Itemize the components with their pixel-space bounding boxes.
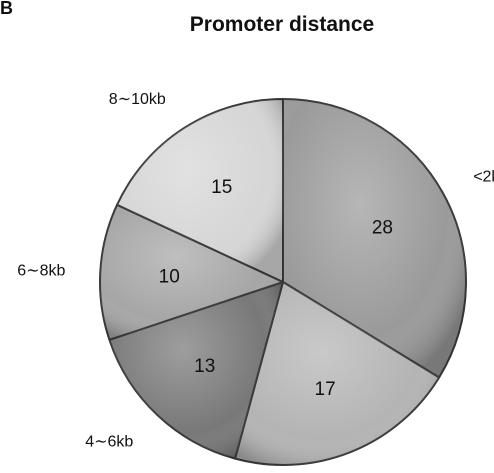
chart-title: Promoter distance	[190, 13, 374, 36]
pie-slice-shading	[99, 204, 283, 340]
slice-name-label: 6∼8kb	[17, 263, 65, 280]
slice-value-label: 15	[211, 177, 232, 198]
pie-slices	[99, 98, 467, 466]
pie-slice-shading	[235, 282, 440, 465]
slice-value-label: 10	[159, 267, 180, 288]
pie-slice-shading	[117, 99, 283, 282]
slice-value-label: 28	[372, 217, 393, 238]
pie-slice-shading	[283, 99, 466, 378]
slice-name-label: 8∼10kb	[109, 91, 166, 108]
panel-letter: B	[0, 0, 13, 18]
slice-value-label: 13	[194, 356, 215, 377]
slice-value-labels: 28 17 13 10 15	[159, 177, 393, 400]
slice-name-label: 4∼6kb	[85, 434, 133, 451]
slice-name-label: <2kb	[473, 168, 494, 185]
slice-value-label: 17	[315, 379, 336, 400]
